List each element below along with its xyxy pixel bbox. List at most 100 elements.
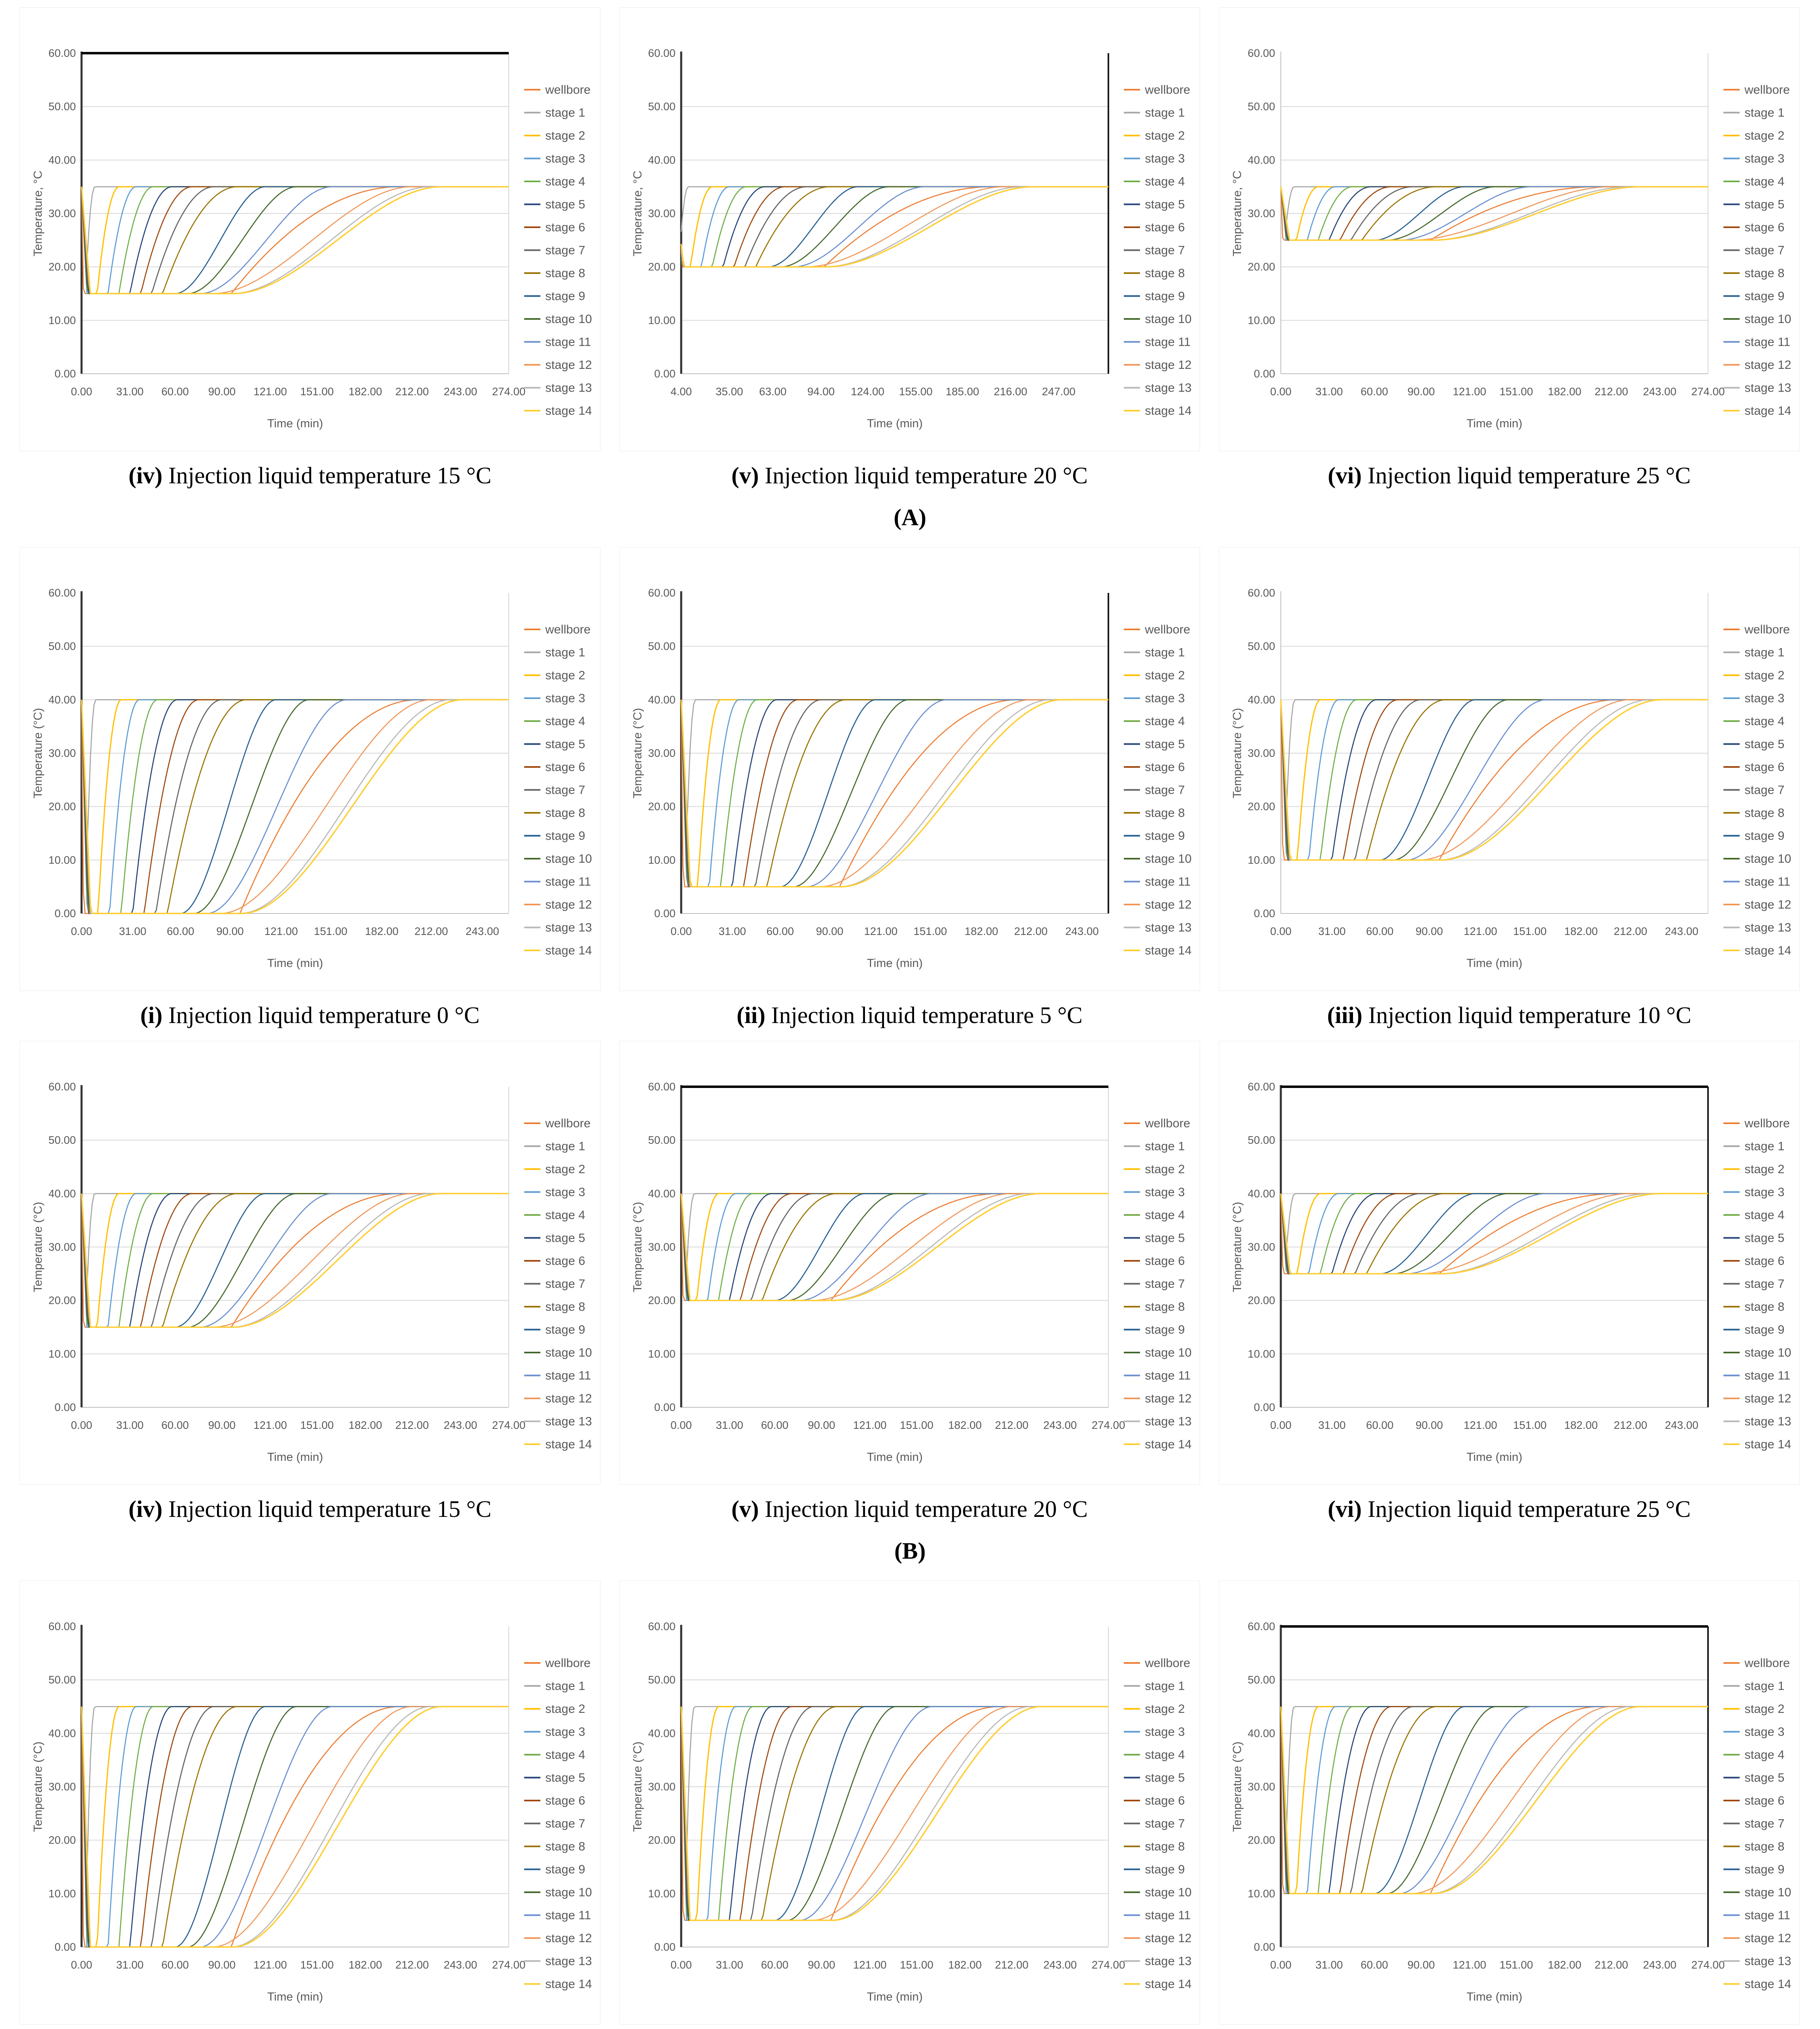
legend-label: wellbore (1144, 1656, 1190, 1670)
series-stage-1 (680, 1706, 1108, 1860)
legend-label: stage 12 (1145, 898, 1192, 911)
x-tick-label: 90.00 (816, 925, 843, 937)
legend-label: stage 13 (1745, 381, 1791, 395)
x-tick-label: 35.00 (716, 386, 743, 398)
caption-text: Injection liquid temperature 15 °C (168, 1496, 492, 1522)
x-tick-label: 60.00 (1366, 1419, 1394, 1431)
legend-label: stage 6 (1745, 1794, 1784, 1807)
y-axis-title: Temperature, °C (631, 170, 644, 256)
x-tick-label: 60.00 (761, 1959, 789, 1971)
x-tick-label: 0.00 (671, 925, 692, 937)
chart-canvas: 0.00 10.00 20.00 30.00 40.00 50.00 60.00 Temper… (1231, 47, 1791, 430)
x-tick-label: 182.00 (349, 386, 382, 398)
legend-label: stage 3 (545, 1725, 585, 1739)
legend-label: stage 10 (545, 852, 592, 866)
legend-label: stage 11 (545, 875, 591, 889)
legend-label: stage 7 (545, 244, 585, 257)
series-stage-9 (81, 1706, 509, 1948)
y-tick-label: 30.00 (48, 1241, 76, 1253)
legend-label: stage 12 (1745, 1932, 1791, 1945)
chart-canvas: 0.00 10.00 20.00 30.00 40.00 50.00 60.00 Temper… (32, 587, 592, 970)
series-stage-1 (1280, 1706, 1708, 1841)
x-tick-label: 121.00 (265, 925, 298, 937)
series-stage-14 (680, 699, 1108, 887)
series-stage-8 (680, 1706, 1108, 1921)
legend-label: stage 6 (1145, 1794, 1185, 1807)
legend-label: stage 13 (1145, 381, 1192, 395)
series-stage-5 (81, 1706, 509, 1948)
x-tick-label: 121.00 (1453, 1959, 1487, 1971)
x-axis-title: Time (min) (267, 1990, 323, 2003)
x-tick-label: 212.00 (1594, 1959, 1628, 1971)
caption-text: Injection liquid temperature 25 °C (1367, 462, 1691, 489)
legend-label: stage 1 (545, 1140, 585, 1153)
series-stage-3 (680, 1706, 1108, 1921)
legend-label: stage 8 (545, 806, 585, 820)
series-stage-13 (81, 1706, 509, 1948)
y-tick-label: 10.00 (48, 1348, 76, 1360)
x-tick-label: 60.00 (1361, 1959, 1388, 1971)
caption-text: Injection liquid temperature 5 °C (771, 1002, 1083, 1028)
series-stage-14 (1280, 699, 1708, 861)
chart-row: 0.00 10.00 20.00 30.00 40.00 50.00 60.00 Temper… (0, 547, 1820, 1041)
y-tick-label: 0.00 (1254, 368, 1275, 380)
legend-label: stage 7 (1145, 784, 1185, 797)
x-tick-label: 151.00 (314, 925, 348, 937)
y-tick-label: 30.00 (48, 207, 76, 220)
legend-label: wellbore (1144, 623, 1190, 636)
legend-label: stage 14 (545, 404, 592, 418)
legend-label: stage 1 (1745, 106, 1784, 120)
legend-label: stage 13 (1745, 1415, 1791, 1428)
x-tick-label: 151.00 (1513, 1419, 1547, 1431)
series-stage-2 (681, 186, 1108, 268)
series-stage-4 (680, 1706, 1108, 1921)
x-tick-label: 121.00 (853, 1419, 887, 1431)
series-stage-14 (680, 1193, 1108, 1301)
legend-label: stage 2 (545, 669, 585, 682)
x-tick-label: 60.00 (167, 925, 194, 937)
legend-label: stage 9 (1745, 829, 1784, 843)
series-stage-3 (1280, 1706, 1708, 1894)
series-stage-12 (680, 186, 1108, 268)
series-wellbore (681, 186, 1108, 268)
legend-label: stage 11 (1745, 1909, 1790, 1922)
y-tick-label: 20.00 (648, 1834, 676, 1846)
y-tick-label: 20.00 (648, 1295, 676, 1307)
x-tick-label: 31.00 (1318, 925, 1346, 937)
chart-panel: 0.00 10.00 20.00 30.00 40.00 50.00 60.00 Temper… (619, 7, 1200, 501)
chart-canvas: 0.00 10.00 20.00 30.00 40.00 50.00 60.00 Temper… (1231, 587, 1791, 970)
x-tick-label: 90.00 (1407, 386, 1435, 398)
series-stage-7 (81, 1706, 509, 1948)
legend-label: stage 1 (1145, 1680, 1185, 1693)
series-stage-6 (81, 186, 509, 294)
chart-panel: 0.00 10.00 20.00 30.00 40.00 50.00 60.00 Temper… (1219, 1041, 1800, 1535)
legend-label: stage 10 (1745, 852, 1791, 866)
caption-marker: (vi) (1327, 1496, 1362, 1522)
legend-label: stage 5 (1145, 1232, 1185, 1245)
y-tick-label: 30.00 (648, 1781, 676, 1793)
chart-frame: 0.00 10.00 20.00 30.00 40.00 50.00 60.00 Temper… (1219, 1041, 1800, 1485)
x-tick-label: 185.00 (946, 386, 979, 398)
legend-label: stage 3 (545, 1186, 585, 1199)
x-tick-label: 212.00 (1014, 925, 1048, 937)
y-tick-label: 40.00 (48, 1727, 76, 1739)
x-tick-label: 182.00 (1548, 386, 1581, 398)
series-stage-10 (81, 186, 509, 294)
legend-label: stage 10 (1745, 312, 1791, 326)
caption-text: Injection liquid temperature 15 °C (168, 462, 492, 489)
legend-label: stage 5 (1145, 1771, 1185, 1785)
legend-label: stage 9 (1745, 1863, 1784, 1876)
legend-label: stage 14 (1145, 404, 1192, 418)
legend-label: stage 14 (1745, 1438, 1791, 1451)
series-stage-1 (680, 186, 1108, 232)
x-tick-label: 31.00 (1315, 1959, 1343, 1971)
x-tick-label: 182.00 (948, 1959, 982, 1971)
x-tick-label: 0.00 (1270, 1959, 1292, 1971)
legend-label: stage 9 (1145, 1323, 1185, 1337)
y-tick-label: 40.00 (48, 694, 76, 706)
y-axis-title: Temperature (°C) (32, 1742, 45, 1832)
legend-label: stage 10 (1745, 1346, 1791, 1359)
y-axis-title: Temperature (°C) (32, 1202, 45, 1292)
x-tick-label: 243.00 (1643, 1959, 1677, 1971)
series-stage-1 (1280, 186, 1708, 226)
